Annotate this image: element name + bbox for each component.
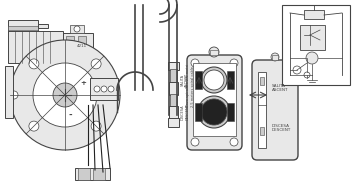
Text: -: - (68, 111, 72, 120)
Circle shape (91, 59, 101, 69)
Circle shape (198, 96, 230, 128)
Bar (260, 77, 264, 85)
Bar (8, 20, 38, 32)
Circle shape (230, 59, 238, 67)
Circle shape (230, 138, 238, 146)
Bar (93, 168, 105, 180)
Circle shape (74, 26, 80, 32)
Circle shape (204, 70, 224, 90)
Bar (170, 94, 177, 107)
Circle shape (306, 52, 318, 64)
Bar (304, 10, 324, 19)
Circle shape (201, 99, 227, 125)
Bar (168, 62, 179, 70)
Circle shape (293, 66, 301, 74)
Circle shape (201, 67, 227, 93)
Bar (193, 63, 236, 136)
Text: SALITA
ASCENT: SALITA ASCENT (272, 84, 288, 92)
Circle shape (91, 121, 101, 131)
Bar (8, 26, 38, 30)
Circle shape (53, 83, 77, 107)
Bar (300, 25, 325, 50)
Text: DISCESA
DESCENT: DISCESA DESCENT (181, 104, 189, 120)
Bar (75, 168, 110, 180)
Bar (169, 82, 178, 95)
Bar (227, 103, 234, 121)
Text: Cavo spiralato 2.5 metri
2.5 meters spiral cable: Cavo spiralato 2.5 metri 2.5 meters spir… (186, 63, 195, 107)
Bar (282, 5, 350, 85)
Circle shape (94, 86, 100, 92)
Text: 4211: 4211 (77, 44, 87, 48)
FancyBboxPatch shape (252, 60, 298, 160)
Bar (70, 25, 84, 33)
Bar (195, 103, 202, 121)
Bar (5, 66, 13, 118)
Circle shape (33, 63, 97, 127)
Bar (63, 33, 93, 57)
Circle shape (304, 72, 310, 78)
Bar (8, 31, 63, 63)
Bar (38, 24, 48, 28)
Circle shape (191, 138, 199, 146)
Bar (90, 78, 118, 100)
Bar (210, 50, 218, 55)
Bar (78, 36, 86, 54)
Bar (260, 127, 264, 135)
Bar (195, 71, 202, 89)
Circle shape (101, 86, 107, 92)
Circle shape (108, 86, 114, 92)
Bar (170, 69, 177, 83)
Circle shape (10, 91, 18, 99)
Bar (258, 72, 266, 148)
Bar (169, 106, 178, 119)
Bar (66, 36, 74, 54)
Circle shape (191, 59, 199, 67)
FancyBboxPatch shape (187, 55, 242, 150)
Bar (227, 71, 234, 89)
Bar (272, 55, 278, 60)
Circle shape (29, 59, 39, 69)
Circle shape (10, 40, 120, 150)
Bar (168, 118, 179, 127)
Circle shape (29, 121, 39, 131)
Bar (78, 168, 90, 180)
Circle shape (271, 53, 279, 61)
Text: DISCESA
DESCENT: DISCESA DESCENT (272, 124, 291, 132)
Circle shape (209, 47, 219, 57)
Text: +: + (80, 80, 86, 86)
Text: SALITA
ASCENT: SALITA ASCENT (181, 73, 189, 87)
